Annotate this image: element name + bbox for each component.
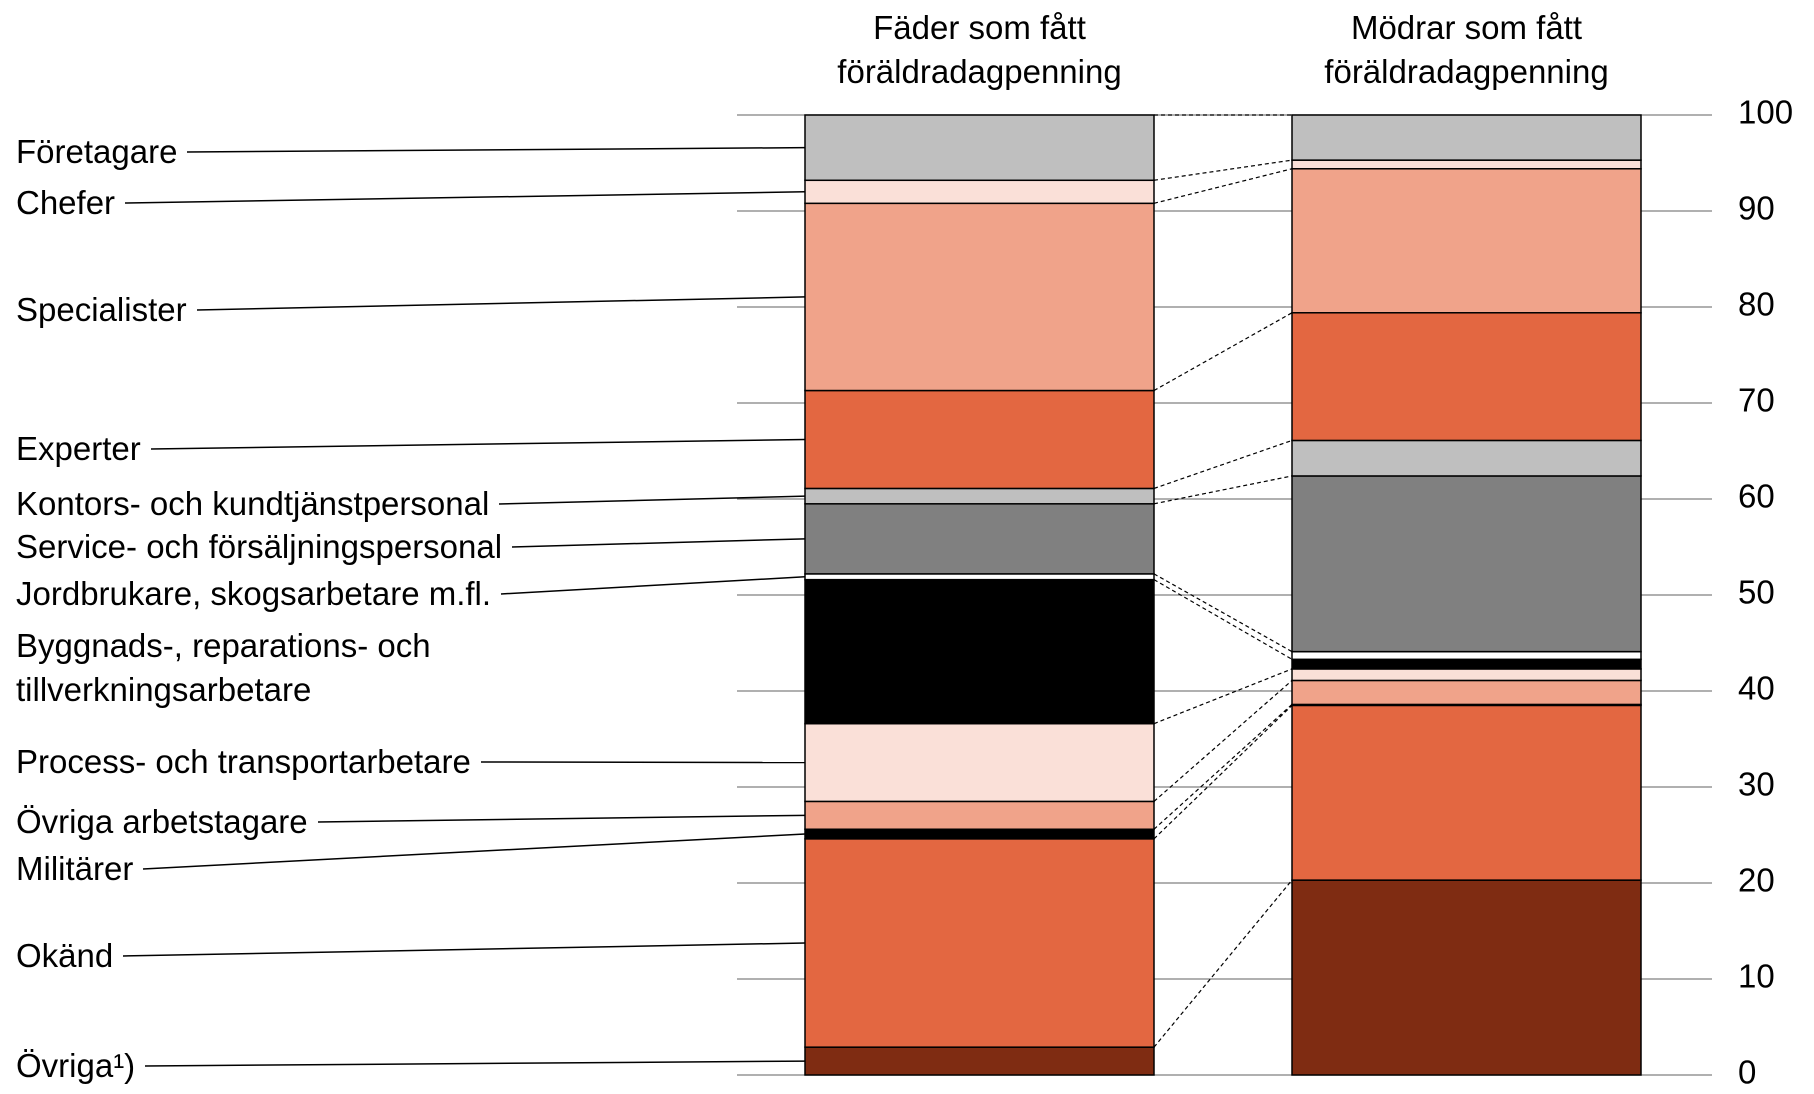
bar-segment bbox=[804, 389, 1155, 490]
connector bbox=[1153, 703, 1293, 830]
connector bbox=[1153, 159, 1293, 181]
y-tick-label: 80 bbox=[1738, 286, 1775, 323]
bar-segment bbox=[804, 1046, 1155, 1076]
connector bbox=[1153, 879, 1293, 1048]
y-tick-label: 60 bbox=[1738, 478, 1775, 515]
bar-segment bbox=[1291, 168, 1642, 314]
bar-segment bbox=[1291, 475, 1642, 653]
connector bbox=[1153, 704, 1293, 840]
bar-segment bbox=[804, 828, 1155, 840]
bar-segment bbox=[1291, 704, 1642, 881]
leader-line bbox=[196, 296, 806, 311]
connector bbox=[1153, 679, 1293, 802]
legend-label: Experter bbox=[16, 430, 141, 467]
bar-segment bbox=[804, 179, 1155, 205]
bar-segment bbox=[1291, 439, 1642, 477]
bar-segment bbox=[804, 202, 1155, 392]
leader-line bbox=[122, 942, 806, 957]
legend-label: Jordbrukare, skogsarbetare m.fl. bbox=[16, 575, 492, 612]
y-tick-label: 40 bbox=[1738, 670, 1775, 707]
connector bbox=[1153, 668, 1293, 725]
y-tick-label: 0 bbox=[1738, 1054, 1756, 1091]
bar-header: Mödrar som fått föräldradagpenning bbox=[1324, 9, 1609, 90]
leader-line bbox=[144, 1060, 806, 1067]
leader-line bbox=[142, 833, 806, 870]
connector bbox=[1153, 573, 1293, 653]
y-tick-label: 90 bbox=[1738, 190, 1775, 227]
y-tick-label: 70 bbox=[1738, 382, 1775, 419]
bar-segment bbox=[1291, 159, 1642, 170]
connector bbox=[1153, 475, 1293, 505]
y-tick-label: 10 bbox=[1738, 958, 1775, 995]
y-tick-label: 20 bbox=[1738, 862, 1775, 899]
legend-label: Övriga¹) bbox=[16, 1047, 136, 1084]
bar-segment bbox=[804, 487, 1155, 505]
legend-label: Företagare bbox=[16, 133, 178, 170]
leader-line bbox=[186, 146, 806, 153]
bar-segment bbox=[1291, 114, 1642, 161]
connector bbox=[1153, 439, 1293, 490]
legend-label: Specialister bbox=[16, 291, 187, 328]
leader-line bbox=[498, 495, 806, 505]
bar-segment bbox=[1291, 879, 1642, 1076]
bar-segment bbox=[804, 573, 1155, 581]
bar-segment bbox=[804, 114, 1155, 182]
bar-segment bbox=[1291, 658, 1642, 670]
legend-label: Chefer bbox=[16, 184, 116, 221]
bar-segment bbox=[1291, 312, 1642, 442]
bar-segment bbox=[1291, 679, 1642, 706]
y-tick-label: 100 bbox=[1738, 94, 1793, 131]
leader-line bbox=[317, 814, 806, 823]
leader-line bbox=[124, 191, 806, 204]
legend-label: Okänd bbox=[16, 937, 114, 974]
legend-label: Service- och försäljningspersonal bbox=[16, 528, 503, 565]
bar-segment bbox=[1291, 668, 1642, 682]
leader-line bbox=[150, 438, 806, 450]
bar-segment bbox=[804, 838, 1155, 1048]
connector bbox=[1153, 168, 1293, 204]
y-tick-label: 50 bbox=[1738, 574, 1775, 611]
connector bbox=[1153, 579, 1293, 660]
bar-segment bbox=[804, 800, 1155, 830]
y-tick-label: 30 bbox=[1738, 766, 1775, 803]
bar-segment bbox=[804, 578, 1155, 725]
leader-line bbox=[511, 538, 806, 548]
bar-segment bbox=[804, 503, 1155, 575]
leader-line bbox=[500, 576, 806, 595]
connector bbox=[1153, 312, 1293, 392]
bar-segment bbox=[1291, 650, 1642, 661]
bar-header: Fäder som fått föräldradagpenning bbox=[837, 9, 1122, 90]
leader-line bbox=[480, 761, 806, 764]
bar-segment bbox=[804, 722, 1155, 803]
legend-label: Byggnads-, reparations- och tillverkning… bbox=[16, 627, 431, 708]
legend-label: Militärer bbox=[16, 850, 134, 887]
legend-label: Övriga arbetstagare bbox=[16, 803, 308, 840]
legend-label: Process- och transportarbetare bbox=[16, 743, 471, 780]
legend-label: Kontors- och kundtjänstpersonal bbox=[16, 485, 490, 522]
